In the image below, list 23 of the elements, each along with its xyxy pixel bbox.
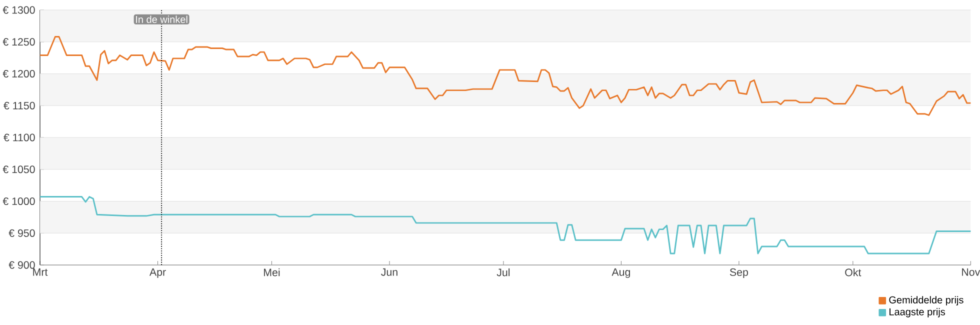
- x-tick-label: Aug: [612, 268, 630, 278]
- y-tick-label: € 950: [8, 229, 35, 237]
- x-tick-label: Jun: [381, 268, 398, 276]
- legend-label: Gemiddelde prijs: [889, 296, 964, 306]
- x-tick-label: Apr: [149, 268, 166, 278]
- y-tick-label: € 1200: [2, 70, 35, 78]
- x-tick-label: Sep: [730, 268, 748, 278]
- ref-line-label: In de winkel: [136, 16, 188, 24]
- legend-label: Laagste prijs: [890, 308, 946, 318]
- x-tick-label: Mei: [264, 268, 280, 276]
- y-tick-label: € 1250: [2, 38, 35, 46]
- y-tick-label: € 1150: [4, 102, 35, 110]
- y-tick-label: € 1050: [2, 166, 35, 174]
- y-tick-label: € 1300: [2, 6, 35, 14]
- x-tick-label: Nov: [962, 268, 980, 276]
- x-tick-label: Mrt: [33, 268, 48, 276]
- y-tick-label: € 900: [8, 261, 35, 269]
- y-tick-label: € 1100: [4, 134, 35, 142]
- x-tick-label: Jul: [496, 268, 510, 276]
- y-tick-label: € 1000: [2, 197, 35, 206]
- x-tick-label: Okt: [845, 268, 862, 276]
- line-series: [39, 196, 972, 254]
- line-series: [39, 36, 972, 116]
